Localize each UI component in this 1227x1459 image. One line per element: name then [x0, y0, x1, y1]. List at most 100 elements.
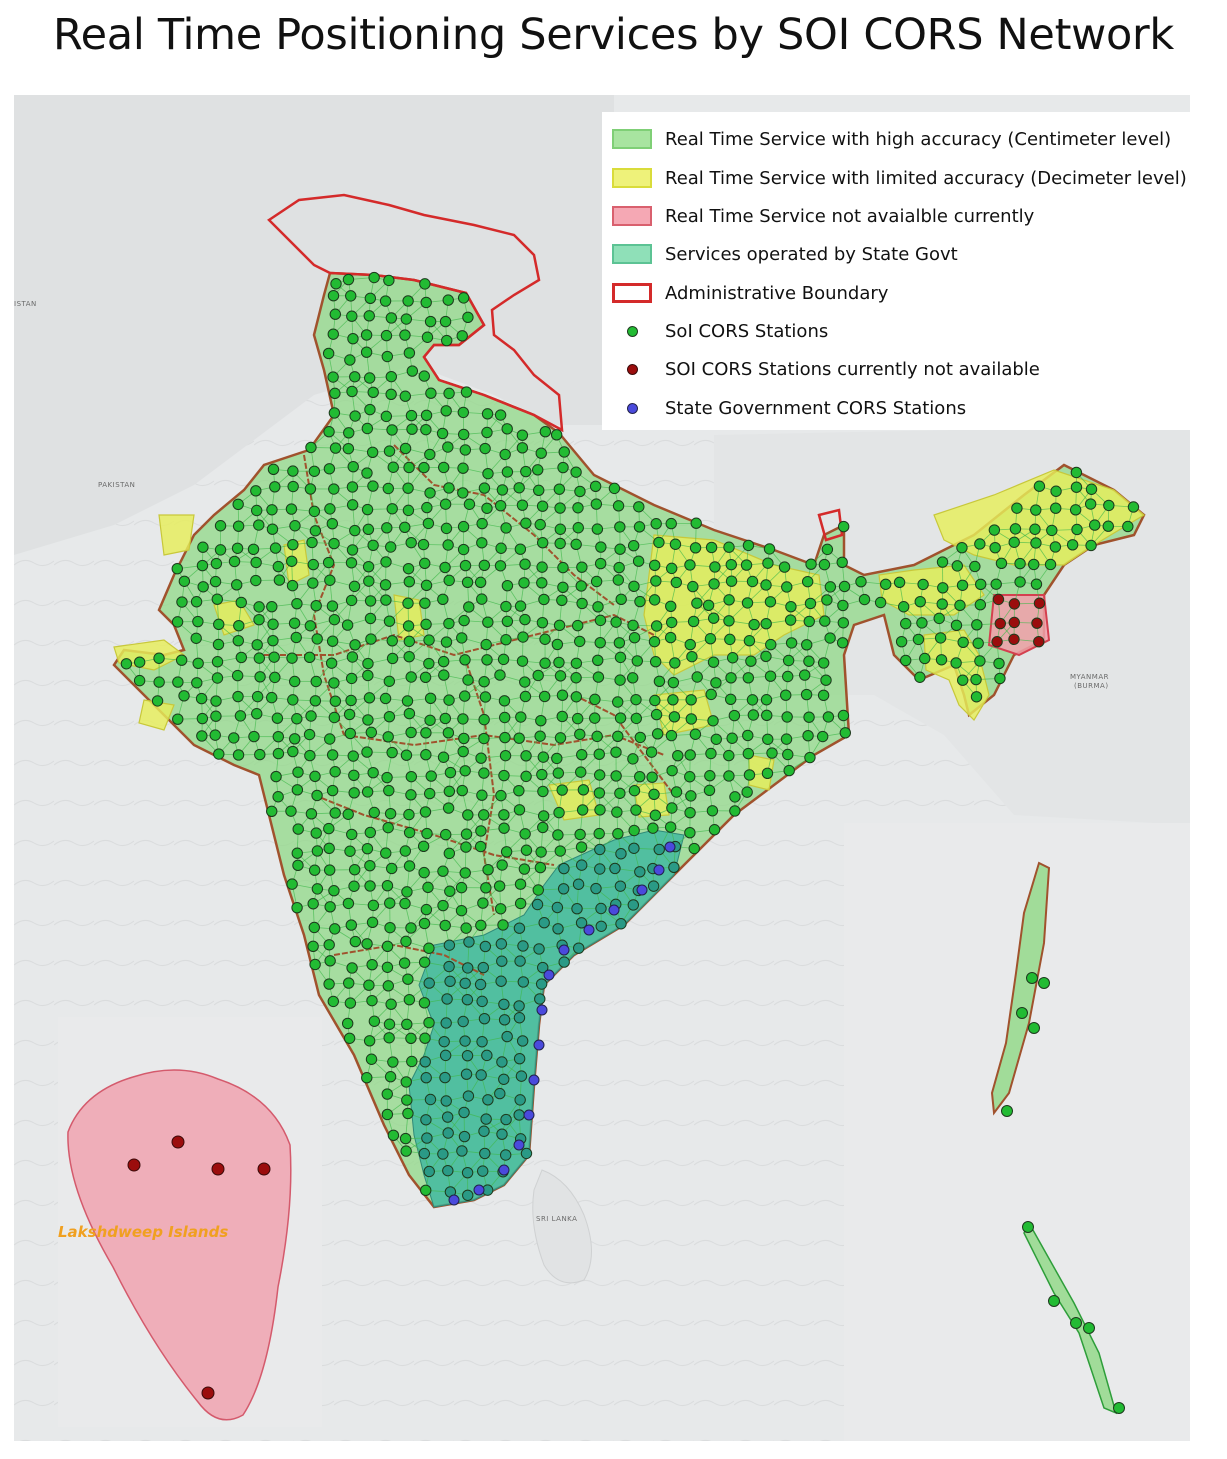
state-zone-station [443, 939, 456, 951]
soi-station [479, 442, 491, 455]
soi-station [266, 691, 278, 704]
soi-station [478, 767, 490, 779]
soi-station [343, 427, 355, 439]
soi-station [437, 461, 450, 474]
soi-station [819, 615, 831, 627]
soi-station [368, 806, 380, 819]
soi-station [780, 689, 792, 701]
soi-station [308, 864, 321, 876]
soi-station [1028, 558, 1040, 571]
soi-station [457, 462, 469, 474]
soi-station [460, 828, 473, 840]
soi-station [553, 619, 566, 632]
soi-station [305, 710, 317, 722]
state-govt-station [653, 864, 665, 876]
soi-station [329, 308, 342, 320]
soi-station [364, 595, 377, 607]
state-zone-station [572, 878, 585, 890]
soi-station [665, 600, 677, 613]
soi-station [610, 770, 622, 782]
soi-station [231, 542, 244, 554]
soi-station [422, 881, 434, 894]
soi-station [192, 615, 204, 628]
state-zone-station [535, 978, 548, 990]
soi-station [975, 578, 987, 591]
soi-station [633, 521, 646, 533]
soi-station [362, 669, 374, 682]
legend-swatch-admin-boundary [612, 283, 652, 303]
soi-station [501, 423, 513, 435]
soi-station [1044, 558, 1057, 571]
soi-station [346, 385, 358, 398]
soi-station [684, 638, 696, 651]
soi-station [970, 691, 983, 703]
soi-station [763, 543, 776, 555]
soi-station [838, 580, 851, 593]
state-zone-station [477, 1165, 489, 1177]
soi-station [443, 694, 455, 706]
soi-station [308, 505, 321, 518]
soi-station [710, 733, 722, 745]
soi-station [515, 711, 527, 723]
soi-station [291, 597, 303, 610]
andaman-nicobar-inset[interactable] [844, 823, 1190, 1441]
soi-station [402, 562, 415, 575]
soi-station [499, 448, 511, 461]
soi-station [304, 620, 317, 632]
soi-station [151, 695, 164, 707]
soi-station [269, 542, 282, 554]
soi-station [191, 677, 203, 689]
soi-station [253, 601, 265, 613]
soi-station [329, 442, 342, 454]
soi-station [514, 600, 527, 612]
soi-station [232, 690, 244, 703]
soi-station [630, 804, 642, 816]
lakshadweep-unavailable-station [201, 1386, 215, 1400]
soi-station [593, 748, 605, 760]
soi-station [287, 538, 299, 551]
soi-station [366, 994, 378, 1007]
soi-station [386, 746, 398, 759]
state-zone-station [573, 942, 585, 954]
soi-station [310, 675, 322, 688]
soi-station [707, 715, 719, 727]
soi-station [556, 784, 568, 796]
soi-station [572, 522, 584, 534]
soi-station [670, 786, 683, 798]
soi-station [594, 804, 606, 816]
soi-station [423, 787, 436, 800]
state-zone-station [594, 863, 606, 875]
soi-station [1029, 523, 1041, 535]
state-zone-station [437, 1148, 449, 1160]
lakshadweep-inset[interactable]: Lakshdweep Islands [58, 1017, 322, 1427]
soi-station [419, 278, 431, 290]
soi-station [421, 331, 434, 343]
soi-station [323, 939, 335, 951]
soi-station [520, 750, 532, 762]
soi-station [405, 922, 417, 934]
soi-station [837, 617, 850, 629]
soi-station [728, 709, 741, 722]
soi-station [519, 690, 532, 703]
soi-station [383, 1018, 396, 1030]
soi-station [214, 544, 227, 556]
soi-station [685, 713, 698, 725]
soi-station [368, 271, 380, 284]
soi-station [304, 483, 317, 495]
state-zone-station [424, 1093, 437, 1106]
soi-station [386, 424, 398, 436]
state-zone-station [514, 1094, 526, 1106]
soi-station [855, 576, 867, 588]
soi-station [382, 731, 394, 743]
soi-station [420, 296, 432, 309]
soi-station [361, 503, 374, 516]
soi-station [574, 635, 586, 648]
soi-station [439, 561, 451, 574]
soi-station [475, 752, 487, 764]
soi-station [460, 841, 472, 853]
soi-station [381, 1108, 394, 1121]
soi-station [341, 619, 354, 631]
soi-station [367, 766, 379, 779]
state-zone-station [516, 1035, 529, 1047]
soi-station [364, 826, 377, 839]
